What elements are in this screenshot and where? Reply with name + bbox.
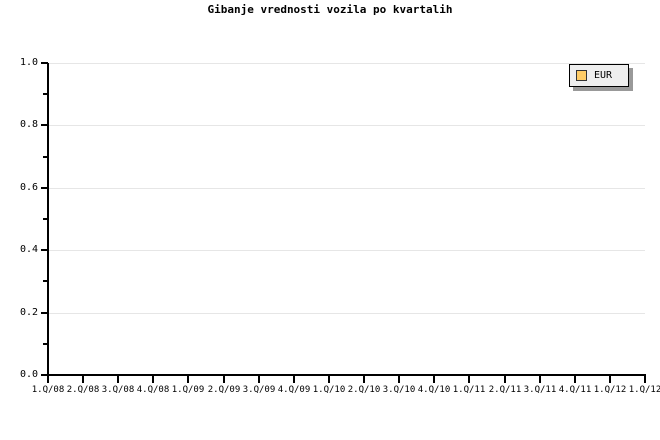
x-axis-tick — [293, 376, 295, 383]
x-axis-tick-label: 3.Q/08 — [101, 385, 135, 395]
x-axis-tick — [644, 376, 646, 383]
x-axis-tick-label: 3.Q/10 — [382, 385, 416, 395]
x-axis-tick-label: 2.Q/11 — [488, 385, 522, 395]
y-axis-tick-label: 0.2 — [19, 307, 38, 318]
x-axis-tick-label: 2.Q/10 — [347, 385, 381, 395]
x-axis-tick-label: 4.Q/08 — [136, 385, 170, 395]
x-axis-tick-label: 4.Q/11 — [558, 385, 592, 395]
y-axis-minor-tick — [43, 156, 48, 158]
y-axis-tick-labels: 0.0 0.2 0.4 0.6 0.8 1.0 — [0, 0, 38, 440]
gridline — [49, 188, 645, 189]
y-axis-line — [47, 63, 49, 376]
legend-label-eur: EUR — [594, 69, 613, 81]
x-axis-tick-label: 1.Q/08 — [31, 385, 65, 395]
y-axis-tick — [41, 312, 48, 314]
y-axis-minor-tick — [43, 280, 48, 282]
legend-box[interactable]: EUR — [569, 64, 629, 87]
x-axis-tick-label: 1.Q/12 — [593, 385, 627, 395]
x-axis-tick-label: 4.Q/09 — [277, 385, 311, 395]
y-axis-tick — [41, 249, 48, 251]
x-axis-tick — [574, 376, 576, 383]
x-axis-tick — [152, 376, 154, 383]
x-axis-tick — [363, 376, 365, 383]
x-axis-tick — [187, 376, 189, 383]
y-axis-tick — [41, 124, 48, 126]
x-axis-tick — [223, 376, 225, 383]
x-axis-tick-label: 1.Q/10 — [312, 385, 346, 395]
y-axis-tick — [41, 374, 48, 376]
x-axis-tick — [258, 376, 260, 383]
x-axis-tick — [539, 376, 541, 383]
y-axis-tick-label: 0.0 — [19, 369, 38, 380]
x-axis-tick — [398, 376, 400, 383]
y-axis-minor-tick — [43, 218, 48, 220]
x-axis-tick — [433, 376, 435, 383]
x-axis-tick-label: 1.Q/12 — [628, 385, 660, 395]
gridline — [49, 63, 645, 64]
gridline — [49, 125, 645, 126]
y-axis-tick-label: 1.0 — [19, 57, 38, 68]
y-axis-tick-label: 0.4 — [19, 244, 38, 255]
x-axis-tick-label: 3.Q/11 — [523, 385, 557, 395]
y-axis-tick — [41, 62, 48, 64]
x-axis-tick — [47, 376, 49, 383]
x-axis-tick — [117, 376, 119, 383]
x-axis-tick-label: 1.Q/11 — [452, 385, 486, 395]
plot-area — [48, 63, 645, 375]
x-axis-tick-label: 4.Q/10 — [417, 385, 451, 395]
x-axis-tick — [328, 376, 330, 383]
x-axis-tick — [504, 376, 506, 383]
x-axis-tick-label: 2.Q/09 — [207, 385, 241, 395]
y-axis-tick — [41, 187, 48, 189]
chart-title: Gibanje vrednosti vozila po kvartalih — [207, 3, 453, 16]
y-axis-minor-tick — [43, 343, 48, 345]
x-axis-tick — [609, 376, 611, 383]
x-axis-tick-label: 2.Q/08 — [66, 385, 100, 395]
x-axis-tick — [468, 376, 470, 383]
x-axis-line — [47, 374, 646, 376]
x-axis-tick — [82, 376, 84, 383]
x-axis-tick-label: 3.Q/09 — [242, 385, 276, 395]
x-axis-tick-label: 1.Q/09 — [171, 385, 205, 395]
y-axis-tick-label: 0.6 — [19, 182, 38, 193]
gridline — [49, 313, 645, 314]
y-axis-tick-label: 0.8 — [19, 119, 38, 130]
y-axis-minor-tick — [43, 93, 48, 95]
gridline — [49, 250, 645, 251]
legend-swatch-eur — [576, 70, 587, 81]
